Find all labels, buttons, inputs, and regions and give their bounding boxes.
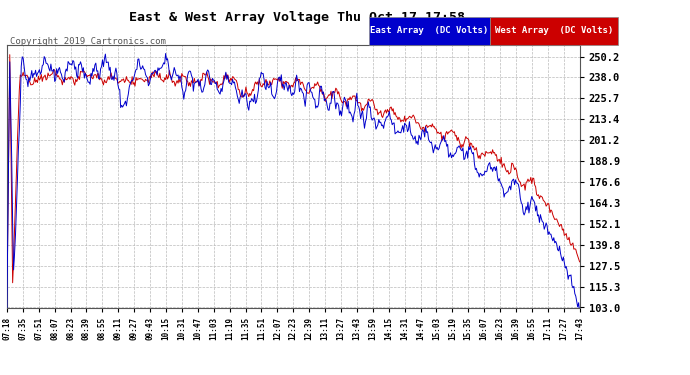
Text: East & West Array Voltage Thu Oct 17 17:58: East & West Array Voltage Thu Oct 17 17:… bbox=[129, 11, 464, 24]
Text: Copyright 2019 Cartronics.com: Copyright 2019 Cartronics.com bbox=[10, 38, 166, 46]
Text: West Array  (DC Volts): West Array (DC Volts) bbox=[495, 26, 613, 36]
Text: East Array  (DC Volts): East Array (DC Volts) bbox=[371, 26, 489, 36]
